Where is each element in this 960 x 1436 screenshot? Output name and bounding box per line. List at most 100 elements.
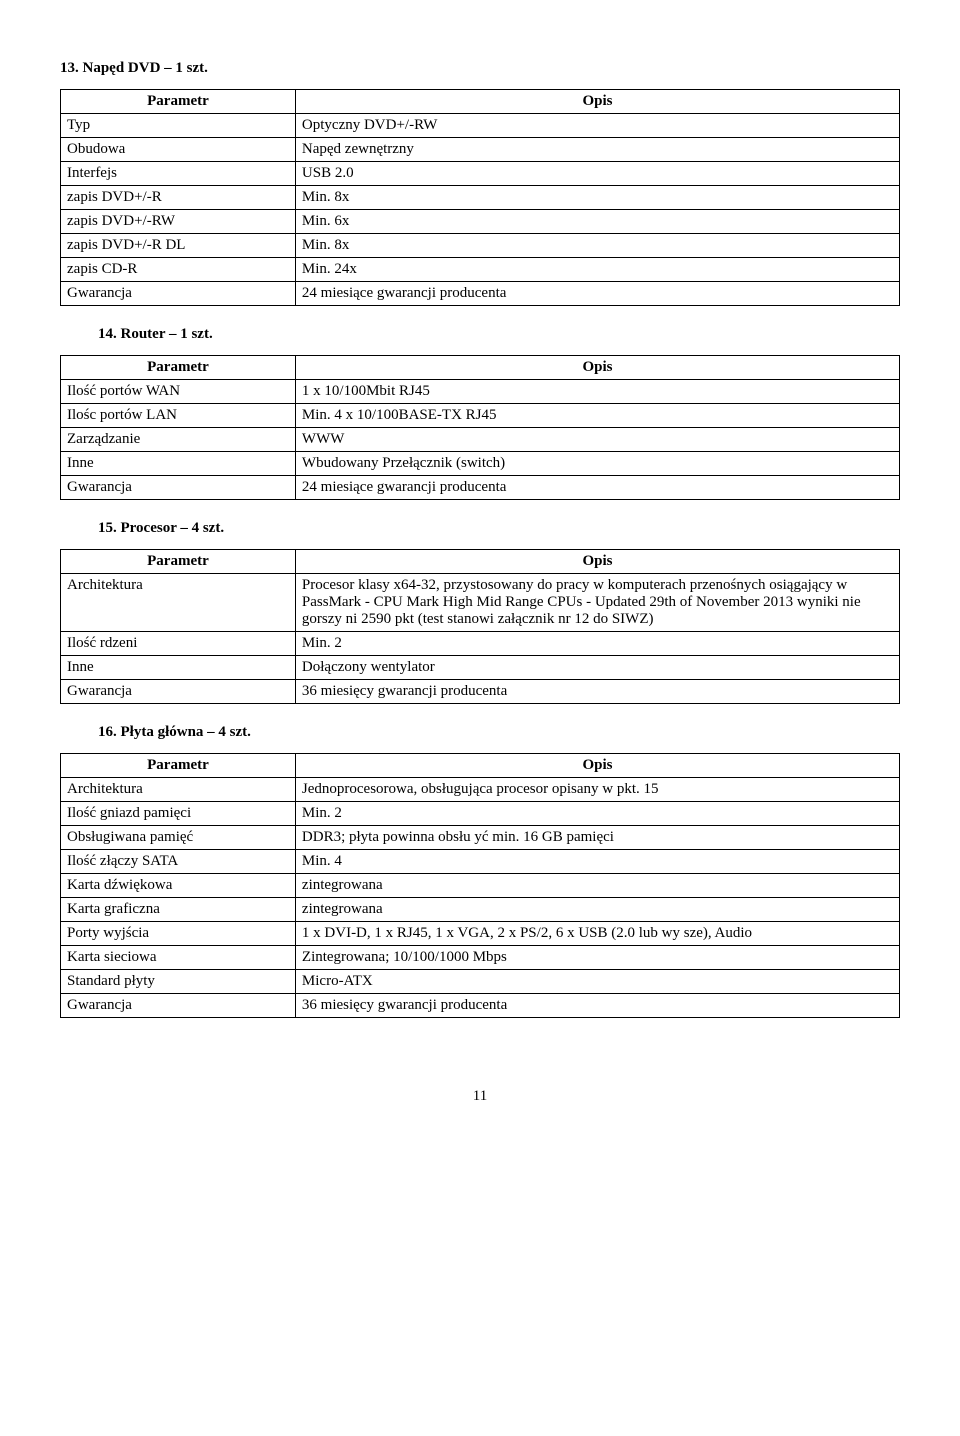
col-header-param: Parametr — [61, 90, 296, 114]
table-15: Parametr Opis ArchitekturaProcesor klasy… — [60, 549, 900, 704]
table-row: Karta sieciowaZintegrowana; 10/100/1000 … — [61, 946, 900, 970]
cell-param: zapis CD-R — [61, 258, 296, 282]
table-row: Gwarancja24 miesiące gwarancji producent… — [61, 282, 900, 306]
cell-opis: USB 2.0 — [295, 162, 899, 186]
section-13-heading: 13. Napęd DVD – 1 szt. — [60, 60, 900, 77]
cell-opis: Min. 6x — [295, 210, 899, 234]
cell-opis: zintegrowana — [295, 874, 899, 898]
cell-opis: 1 x 10/100Mbit RJ45 — [295, 380, 899, 404]
cell-param: Ilość portów WAN — [61, 380, 296, 404]
col-header-opis: Opis — [295, 356, 899, 380]
cell-opis: 36 miesięcy gwarancji producenta — [295, 994, 899, 1018]
table-row: Gwarancja36 miesięcy gwarancji producent… — [61, 994, 900, 1018]
table-row: InterfejsUSB 2.0 — [61, 162, 900, 186]
cell-opis: Min. 2 — [295, 802, 899, 826]
cell-opis: Optyczny DVD+/-RW — [295, 114, 899, 138]
col-header-param: Parametr — [61, 550, 296, 574]
cell-opis: zintegrowana — [295, 898, 899, 922]
cell-param: Obudowa — [61, 138, 296, 162]
cell-param: Typ — [61, 114, 296, 138]
cell-param: Karta dźwiękowa — [61, 874, 296, 898]
col-header-opis: Opis — [295, 754, 899, 778]
cell-param: Karta graficzna — [61, 898, 296, 922]
cell-opis: Min. 4 x 10/100BASE-TX RJ45 — [295, 404, 899, 428]
table-row: Porty wyjścia1 x DVI-D, 1 x RJ45, 1 x VG… — [61, 922, 900, 946]
table-row: Obsługiwana pamięćDDR3; płyta powinna ob… — [61, 826, 900, 850]
section-14-heading: 14. Router – 1 szt. — [60, 326, 900, 343]
cell-opis: 1 x DVI-D, 1 x RJ45, 1 x VGA, 2 x PS/2, … — [295, 922, 899, 946]
cell-opis: WWW — [295, 428, 899, 452]
col-header-param: Parametr — [61, 356, 296, 380]
cell-opis: DDR3; płyta powinna obsłu yć min. 16 GB … — [295, 826, 899, 850]
cell-param: Interfejs — [61, 162, 296, 186]
table-row: Ilość złączy SATAMin. 4 — [61, 850, 900, 874]
page-number: 11 — [60, 1088, 900, 1105]
cell-opis: Min. 2 — [295, 632, 899, 656]
table-16: Parametr Opis ArchitekturaJednoprocesoro… — [60, 753, 900, 1018]
col-header-param: Parametr — [61, 754, 296, 778]
cell-opis: Zintegrowana; 10/100/1000 Mbps — [295, 946, 899, 970]
cell-opis: Min. 8x — [295, 234, 899, 258]
cell-opis: Jednoprocesorowa, obsługująca procesor o… — [295, 778, 899, 802]
table-row: Ilość rdzeniMin. 2 — [61, 632, 900, 656]
cell-param: Gwarancja — [61, 476, 296, 500]
section-15-heading: 15. Procesor – 4 szt. — [60, 520, 900, 537]
cell-param: Gwarancja — [61, 994, 296, 1018]
table-row: Karta graficznazintegrowana — [61, 898, 900, 922]
cell-opis: Napęd zewnętrzny — [295, 138, 899, 162]
col-header-opis: Opis — [295, 550, 899, 574]
table-row: Karta dźwiękowazintegrowana — [61, 874, 900, 898]
table-row: Standard płytyMicro-ATX — [61, 970, 900, 994]
table-row: TypOptyczny DVD+/-RW — [61, 114, 900, 138]
table-row: zapis CD-RMin. 24x — [61, 258, 900, 282]
cell-param: Inne — [61, 656, 296, 680]
cell-param: Ilość rdzeni — [61, 632, 296, 656]
table-header-row: Parametr Opis — [61, 550, 900, 574]
cell-param: Inne — [61, 452, 296, 476]
cell-param: Ilość gniazd pamięci — [61, 802, 296, 826]
cell-opis: Procesor klasy x64-32, przystosowany do … — [295, 574, 899, 632]
cell-opis: 36 miesięcy gwarancji producenta — [295, 680, 899, 704]
table-row: Ilość gniazd pamięciMin. 2 — [61, 802, 900, 826]
cell-param: Ilośc portów LAN — [61, 404, 296, 428]
table-row: ObudowaNapęd zewnętrzny — [61, 138, 900, 162]
table-row: ArchitekturaJednoprocesorowa, obsługując… — [61, 778, 900, 802]
cell-param: Zarządzanie — [61, 428, 296, 452]
table-header-row: Parametr Opis — [61, 90, 900, 114]
cell-param: Ilość złączy SATA — [61, 850, 296, 874]
table-header-row: Parametr Opis — [61, 356, 900, 380]
table-row: ArchitekturaProcesor klasy x64-32, przys… — [61, 574, 900, 632]
cell-param: Architektura — [61, 778, 296, 802]
table-13: Parametr Opis TypOptyczny DVD+/-RW Obudo… — [60, 89, 900, 306]
cell-opis: 24 miesiące gwarancji producenta — [295, 282, 899, 306]
cell-param: zapis DVD+/-RW — [61, 210, 296, 234]
table-row: InneDołączony wentylator — [61, 656, 900, 680]
cell-param: zapis DVD+/-R DL — [61, 234, 296, 258]
table-row: Gwarancja36 miesięcy gwarancji producent… — [61, 680, 900, 704]
table-row: zapis DVD+/-R DLMin. 8x — [61, 234, 900, 258]
table-row: zapis DVD+/-RWMin. 6x — [61, 210, 900, 234]
table-14: Parametr Opis Ilość portów WAN1 x 10/100… — [60, 355, 900, 500]
col-header-opis: Opis — [295, 90, 899, 114]
cell-param: Standard płyty — [61, 970, 296, 994]
cell-param: Architektura — [61, 574, 296, 632]
table-row: Ilośc portów LANMin. 4 x 10/100BASE-TX R… — [61, 404, 900, 428]
table-row: Gwarancja24 miesiące gwarancji producent… — [61, 476, 900, 500]
table-row: zapis DVD+/-RMin. 8x — [61, 186, 900, 210]
cell-opis: Min. 24x — [295, 258, 899, 282]
cell-param: Karta sieciowa — [61, 946, 296, 970]
cell-opis: Wbudowany Przełącznik (switch) — [295, 452, 899, 476]
table-row: InneWbudowany Przełącznik (switch) — [61, 452, 900, 476]
cell-param: Obsługiwana pamięć — [61, 826, 296, 850]
section-16-heading: 16. Płyta główna – 4 szt. — [60, 724, 900, 741]
cell-opis: Micro-ATX — [295, 970, 899, 994]
cell-param: Porty wyjścia — [61, 922, 296, 946]
cell-opis: Min. 8x — [295, 186, 899, 210]
cell-param: Gwarancja — [61, 282, 296, 306]
cell-opis: 24 miesiące gwarancji producenta — [295, 476, 899, 500]
table-row: ZarządzanieWWW — [61, 428, 900, 452]
cell-param: Gwarancja — [61, 680, 296, 704]
table-row: Ilość portów WAN1 x 10/100Mbit RJ45 — [61, 380, 900, 404]
table-header-row: Parametr Opis — [61, 754, 900, 778]
cell-param: zapis DVD+/-R — [61, 186, 296, 210]
